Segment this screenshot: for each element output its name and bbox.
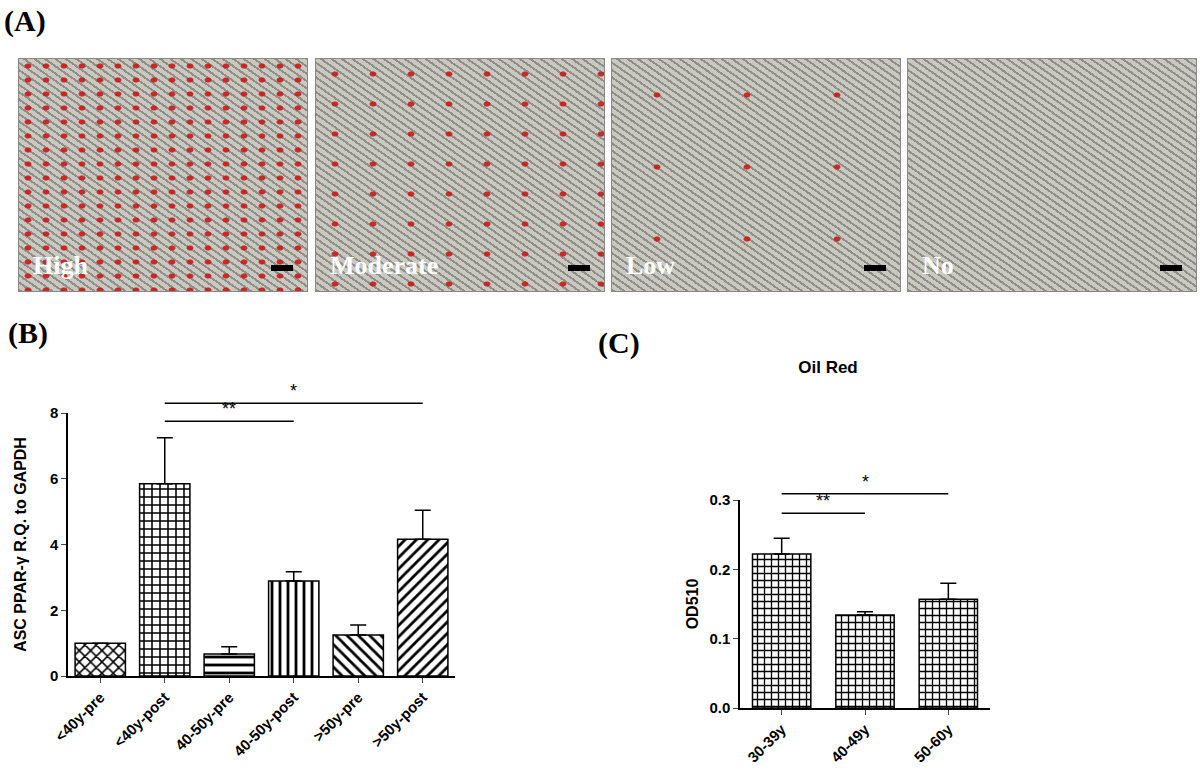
html-text:(A): (A) xyxy=(4,4,46,37)
svg-text:40-49y: 40-49y xyxy=(827,720,873,766)
svg-text:<40y-pre: <40y-pre xyxy=(52,689,108,745)
svg-text:>50y-post: >50y-post xyxy=(368,689,430,751)
svg-text:*: * xyxy=(862,472,869,492)
svg-text:4: 4 xyxy=(50,536,59,553)
svg-text:0.3: 0.3 xyxy=(709,491,730,508)
html-text:High: High xyxy=(33,251,88,280)
html-text:(C): (C) xyxy=(598,326,640,359)
svg-text:0.0: 0.0 xyxy=(709,699,730,716)
svg-text:>50y-pre: >50y-pre xyxy=(310,689,366,745)
svg-text:<40y-post: <40y-post xyxy=(110,689,172,751)
svg-text:40-50y-post: 40-50y-post xyxy=(230,689,301,760)
svg-text:2: 2 xyxy=(50,602,58,619)
svg-text:0.2: 0.2 xyxy=(709,561,730,578)
svg-text:0.1: 0.1 xyxy=(709,630,730,647)
svg-text:OD510: OD510 xyxy=(684,579,701,630)
svg-text:40-50y-pre: 40-50y-pre xyxy=(172,689,237,754)
svg-text:Oil Red: Oil Red xyxy=(798,358,858,377)
svg-text:30-39y: 30-39y xyxy=(744,720,790,766)
svg-text:50-60y: 50-60y xyxy=(911,720,957,766)
html-text:No: No xyxy=(922,251,954,280)
svg-text:**: ** xyxy=(816,491,830,511)
svg-text:8: 8 xyxy=(50,404,58,421)
svg-text:0: 0 xyxy=(50,667,58,684)
html-text:Low: Low xyxy=(626,251,676,280)
html-text:Moderate: Moderate xyxy=(330,251,439,280)
svg-text:6: 6 xyxy=(50,470,58,487)
svg-text:**: ** xyxy=(222,399,236,419)
svg-text:*: * xyxy=(290,381,297,401)
svg-text:ASC PPAR-γ R.Q. to GAPDH: ASC PPAR-γ R.Q. to GAPDH xyxy=(12,437,29,652)
html-text:(B): (B) xyxy=(8,316,48,349)
